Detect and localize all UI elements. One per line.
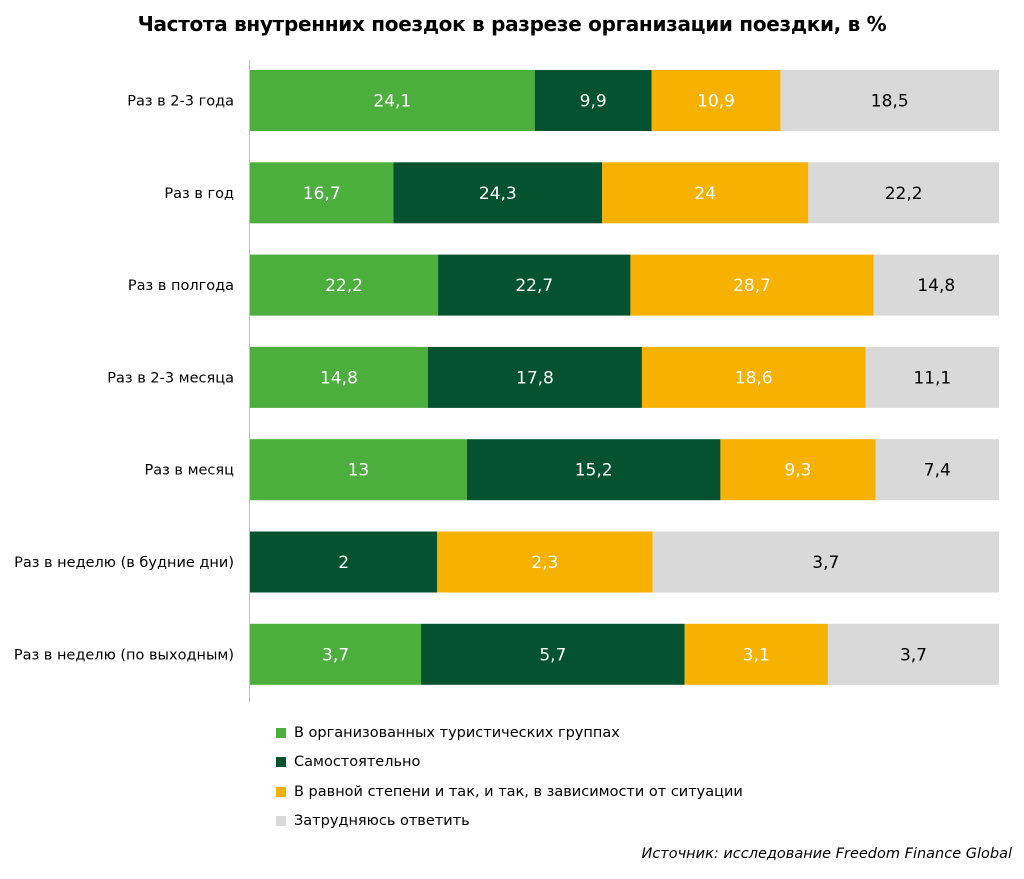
data-label: 28,7 <box>733 276 771 296</box>
data-label: 18,6 <box>735 368 773 388</box>
bar-segment <box>630 254 874 316</box>
category-label: Раз в год <box>164 186 234 202</box>
category-label: Раз в неделю (в будние дни) <box>14 555 234 571</box>
data-label: 17,8 <box>516 368 554 388</box>
category-label: Раз в 2-3 года <box>127 94 234 110</box>
bar-segment <box>250 531 438 593</box>
legend-item: В равной степени и так, и так, в зависим… <box>276 777 743 807</box>
bar-segment <box>534 70 652 131</box>
category-label: Раз в 2-3 месяца <box>107 370 234 386</box>
legend-label: В организованных туристических группах <box>294 724 620 741</box>
data-label: 22,2 <box>325 276 363 296</box>
legend-label: Самостоятельно <box>294 754 421 771</box>
legend-swatch <box>276 757 286 768</box>
data-label: 18,5 <box>871 92 909 112</box>
legend-label: В равной степени и так, и так, в зависим… <box>294 783 743 800</box>
category-label: Раз в неделю (по выходным) <box>14 647 234 663</box>
bars-layer: 24,1 9,9 10,9 18,5 16,7 24,3 24 22,2 22,2 22,7 28,… <box>245 70 999 685</box>
bar-segment <box>865 346 999 408</box>
bar-segment <box>720 439 876 501</box>
bar-segment <box>875 439 999 501</box>
data-label: 9,3 <box>784 461 811 481</box>
data-label: 3,7 <box>812 553 839 573</box>
category-label: Раз в месяц <box>144 463 234 479</box>
category-label: Раз в полгода <box>128 278 234 294</box>
legend: В организованных туристических группах С… <box>276 718 743 836</box>
data-label: 24,1 <box>373 92 411 112</box>
legend-swatch <box>276 727 286 738</box>
data-label: 24,3 <box>479 184 517 204</box>
data-label: 13 <box>348 461 370 481</box>
data-label: 11,1 <box>913 368 951 388</box>
bar-segment <box>651 70 781 131</box>
data-label: 5,7 <box>539 645 566 665</box>
legend-item: Самостоятельно <box>276 748 743 778</box>
data-label: 14,8 <box>320 368 358 388</box>
data-label: 9,9 <box>580 92 607 112</box>
bar-segment <box>421 623 685 685</box>
data-label: 22,7 <box>515 276 553 296</box>
bar-segment <box>652 531 999 593</box>
bar-segment <box>641 346 866 408</box>
data-label: 22,2 <box>885 184 923 204</box>
data-label: 10,9 <box>697 92 735 112</box>
data-label: 15,2 <box>575 461 613 481</box>
bar-segment <box>427 346 642 408</box>
data-label: 3,1 <box>743 645 770 665</box>
bar-segment <box>250 623 422 685</box>
bar-segment <box>250 346 428 408</box>
data-label: 2 <box>338 553 349 573</box>
bar-segment <box>437 531 653 593</box>
data-label: 16,7 <box>303 184 341 204</box>
source-note: Источник: исследование Freedom Finance G… <box>641 846 1012 862</box>
bar-segment <box>602 162 809 224</box>
data-label: 14,8 <box>917 276 955 296</box>
legend-swatch <box>276 786 286 797</box>
data-label: 2,3 <box>531 553 558 573</box>
bar-segment <box>684 623 828 685</box>
data-label: 3,7 <box>900 645 927 665</box>
legend-swatch <box>276 816 286 827</box>
bar-segment <box>250 162 394 224</box>
bar-segment <box>250 439 467 501</box>
bar-segment <box>808 162 999 224</box>
chart-title: Частота внутренних поездок в разрезе орг… <box>137 12 887 36</box>
category-labels-layer: Раз в 2-3 года Раз в год Раз в полгода Раз … <box>14 94 234 664</box>
legend-item: Затрудняюсь ответить <box>276 807 743 837</box>
bar-segment <box>466 439 721 501</box>
bar-segment <box>827 623 999 685</box>
data-label: 24 <box>694 184 716 204</box>
bar-segment <box>250 70 535 131</box>
data-label: 7,4 <box>924 461 951 481</box>
legend-item: В организованных туристических группах <box>276 718 743 748</box>
bar-segment <box>873 254 999 316</box>
bar-segment <box>780 70 999 131</box>
bar-segment <box>250 254 439 316</box>
bar-segment <box>393 162 603 224</box>
data-label: 3,7 <box>322 645 349 665</box>
legend-label: Затрудняюсь ответить <box>294 813 470 830</box>
bar-segment <box>438 254 631 316</box>
